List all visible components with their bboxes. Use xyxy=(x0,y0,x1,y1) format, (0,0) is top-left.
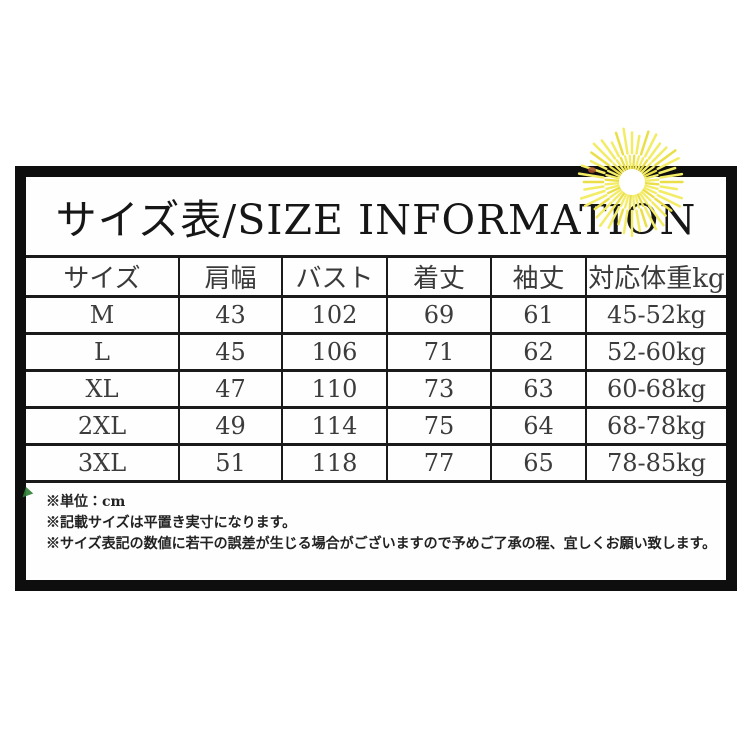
note-tolerance: ※サイズ表記の数値に若干の誤差が生じる場合がございますので予めご了承の程、宜しく… xyxy=(46,536,717,552)
cell-weight: 52-60kg xyxy=(585,332,727,372)
cell-size: 3XL xyxy=(25,443,180,483)
table-row: M 43 102 69 61 45-52kg xyxy=(25,295,727,335)
col-header-weight: 対応体重kg xyxy=(585,255,727,298)
cell-length: 69 xyxy=(386,295,492,335)
cell-bust: 114 xyxy=(281,406,388,446)
col-header-size: サイズ xyxy=(25,255,180,298)
size-info-frame: サイズ表/SIZE INFORMATION サイズ 肩幅 バスト 着丈 袖丈 対… xyxy=(15,166,737,591)
col-header-bust: バスト xyxy=(281,255,388,298)
col-header-sleeve: 袖丈 xyxy=(490,255,587,298)
cell-sleeve: 63 xyxy=(490,369,587,409)
note-flat-measure: ※記載サイズは平置き実寸になります。 xyxy=(46,515,297,531)
cell-length: 73 xyxy=(386,369,492,409)
cell-length: 77 xyxy=(386,443,492,483)
title-section: サイズ表/SIZE INFORMATION xyxy=(26,177,726,255)
table-row: 2XL 49 114 75 64 68-78kg xyxy=(25,406,727,446)
red-dot-artifact xyxy=(588,167,596,173)
cell-length: 75 xyxy=(386,406,492,446)
cell-weight: 60-68kg xyxy=(585,369,727,409)
col-header-length: 着丈 xyxy=(386,255,492,298)
cell-shoulder: 51 xyxy=(178,443,283,483)
cell-sleeve: 64 xyxy=(490,406,587,446)
cell-shoulder: 45 xyxy=(178,332,283,372)
cell-length: 71 xyxy=(386,332,492,372)
cell-size: XL xyxy=(25,369,180,409)
table-row: XL 47 110 73 63 60-68kg xyxy=(25,369,727,409)
cell-size: L xyxy=(25,332,180,372)
page-title: サイズ表/SIZE INFORMATION xyxy=(55,196,697,244)
cell-bust: 102 xyxy=(281,295,388,335)
note-unit: ※単位：cm xyxy=(46,494,126,510)
cell-sleeve: 61 xyxy=(490,295,587,335)
cell-shoulder: 43 xyxy=(178,295,283,335)
table-row: 3XL 51 118 77 65 78-85kg xyxy=(25,443,727,483)
cell-weight: 45-52kg xyxy=(585,295,727,335)
cell-shoulder: 49 xyxy=(178,406,283,446)
cell-shoulder: 47 xyxy=(178,369,283,409)
cell-bust: 110 xyxy=(281,369,388,409)
cell-sleeve: 62 xyxy=(490,332,587,372)
cell-sleeve: 65 xyxy=(490,443,587,483)
cell-size: M xyxy=(25,295,180,335)
table-header-row: サイズ 肩幅 バスト 着丈 袖丈 対応体重kg xyxy=(25,255,727,298)
notes-section: ※単位：cm ※記載サイズは平置き実寸になります。 ※サイズ表記の数値に若干の誤… xyxy=(26,483,726,580)
col-header-shoulder: 肩幅 xyxy=(178,255,283,298)
cell-bust: 106 xyxy=(281,332,388,372)
size-table: サイズ 肩幅 バスト 着丈 袖丈 対応体重kg M 43 102 69 61 4… xyxy=(25,255,727,483)
table-row: L 45 106 71 62 52-60kg xyxy=(25,332,727,372)
cell-size: 2XL xyxy=(25,406,180,446)
cell-weight: 78-85kg xyxy=(585,443,727,483)
cell-weight: 68-78kg xyxy=(585,406,727,446)
cell-bust: 118 xyxy=(281,443,388,483)
